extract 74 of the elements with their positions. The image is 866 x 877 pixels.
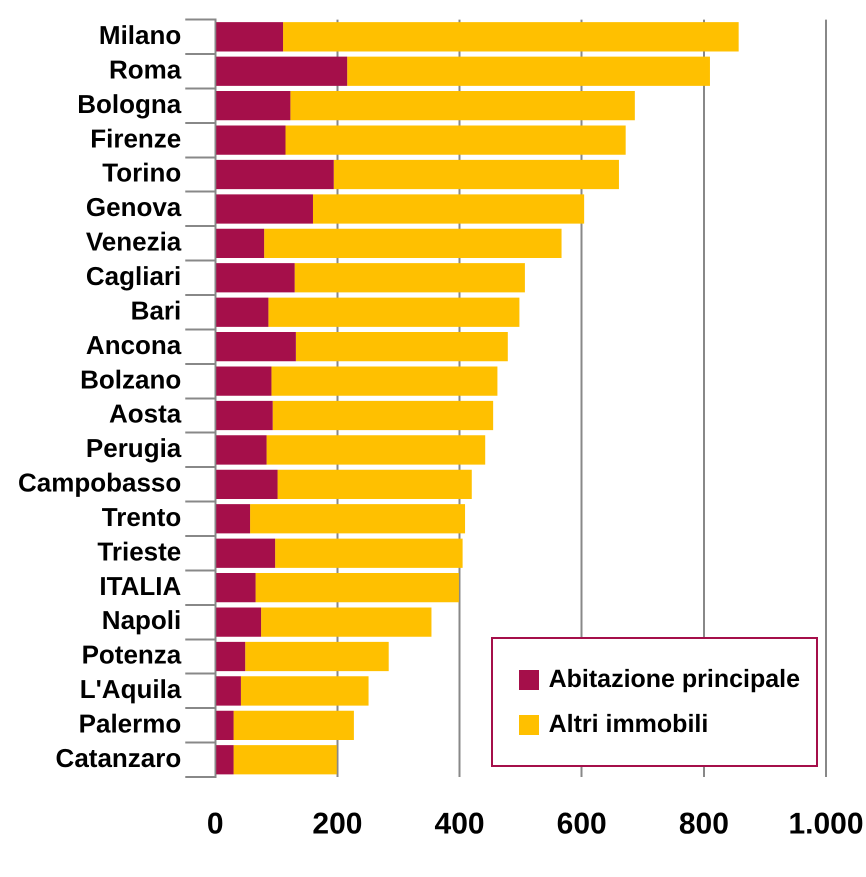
bar	[216, 56, 348, 86]
y-tick-label: Cagliari	[86, 260, 182, 291]
y-tick-label: Trieste	[97, 536, 182, 566]
x-tick-label: 800	[678, 807, 729, 840]
bar	[296, 332, 508, 362]
bar	[216, 607, 262, 637]
x-tick-label: 600	[556, 807, 607, 840]
bar	[256, 573, 459, 602]
y-tick-label: Catanzaro	[56, 742, 182, 773]
y-tick-label: Bari	[130, 295, 182, 326]
bar	[312, 194, 584, 224]
bar	[234, 745, 337, 774]
bar	[216, 228, 264, 258]
bar	[266, 435, 486, 465]
y-tick-label: Bologna	[77, 88, 182, 119]
y-tick-label: Potenza	[82, 640, 182, 670]
x-tick-label: 200	[312, 807, 362, 840]
bar	[216, 298, 268, 327]
x-tick-label: 1.000	[788, 807, 864, 840]
bar	[272, 400, 494, 430]
x-tick-label: 400	[434, 807, 485, 840]
bar	[216, 400, 273, 430]
bar	[216, 642, 246, 672]
bar	[285, 125, 626, 155]
y-tick-label: Venezia	[86, 226, 182, 257]
bar	[271, 366, 498, 396]
bar	[216, 125, 286, 155]
bar	[347, 56, 710, 86]
y-tick-label: Aosta	[109, 398, 182, 429]
y-tick-label: Ancona	[86, 330, 182, 360]
legend-label: Abitazione principale	[548, 665, 800, 694]
y-tick-label: Campobasso	[18, 468, 182, 498]
y-tick-label: Genova	[86, 192, 182, 222]
bar	[216, 470, 278, 499]
bar	[290, 91, 635, 120]
bar	[240, 676, 369, 706]
bar	[216, 332, 296, 362]
bar	[216, 91, 290, 120]
bar	[216, 366, 272, 396]
y-tick-label: Bolzano	[80, 364, 182, 394]
y-tick-label: Napoli	[102, 605, 182, 636]
bar	[216, 435, 267, 465]
bar	[334, 160, 619, 190]
bar	[216, 22, 284, 52]
bar	[275, 538, 463, 568]
bar	[216, 573, 256, 602]
y-tick-label: Roma	[109, 54, 182, 84]
bar	[245, 642, 389, 672]
y-tick-label: L'Aquila	[80, 674, 182, 704]
bar	[216, 745, 234, 774]
bar	[216, 676, 241, 706]
bar	[216, 538, 276, 568]
x-tick-label: 0	[206, 807, 224, 840]
bar	[261, 607, 432, 637]
y-tick-label: Trento	[102, 502, 182, 532]
bar	[250, 504, 466, 534]
y-tick-label: Perugia	[86, 433, 182, 464]
bar	[264, 228, 562, 258]
y-tick-label: ITALIA	[99, 570, 182, 601]
y-tick-label: Palermo	[78, 708, 182, 739]
bar	[216, 160, 334, 190]
y-tick-label: Milano	[98, 20, 182, 50]
bar	[268, 298, 520, 327]
bar	[216, 263, 295, 292]
bar	[294, 263, 525, 292]
legend-label: Altri immobili	[548, 710, 708, 739]
bar	[216, 194, 313, 224]
bar	[216, 710, 234, 740]
y-tick-label: Torino	[102, 158, 182, 188]
bar	[283, 22, 739, 52]
y-tick-label: Firenze	[90, 123, 182, 154]
bar	[234, 710, 354, 740]
bar	[216, 504, 250, 534]
bar	[278, 470, 472, 499]
